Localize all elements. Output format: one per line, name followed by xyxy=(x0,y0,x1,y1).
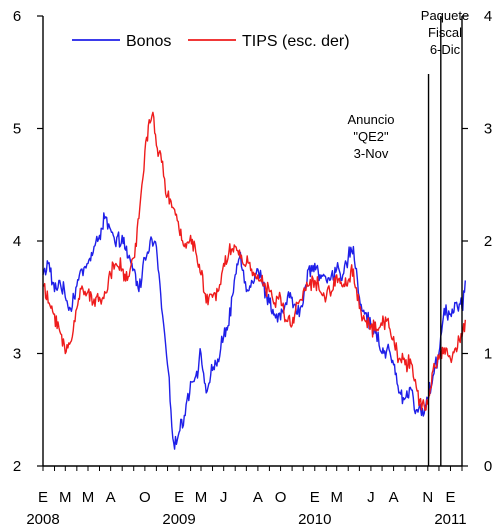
legend: Bonos TIPS (esc. der) xyxy=(72,33,350,50)
x-month-label: O xyxy=(139,489,151,506)
y-right-tick-label: 1 xyxy=(484,346,492,363)
y-left-tick-label: 5 xyxy=(13,121,21,138)
legend-label-tips: TIPS (esc. der) xyxy=(242,33,350,50)
y-right-tick-label: 3 xyxy=(484,121,492,138)
x-month-label: E xyxy=(174,489,184,506)
x-year-label: 2010 xyxy=(298,511,331,528)
x-year-label: 2009 xyxy=(162,511,195,528)
series-line-tips xyxy=(42,111,466,411)
annotation-lines xyxy=(427,16,442,466)
x-month-label: E xyxy=(445,489,455,506)
series-line-bonos xyxy=(42,212,466,450)
y-left-tick-label: 2 xyxy=(13,458,21,475)
annotation-text-fiscal: 6-Dic xyxy=(430,42,461,57)
annotation-text-qe2: "QE2" xyxy=(353,129,389,144)
annotation-text-fiscal: Fiscal xyxy=(428,25,462,40)
annotation-text-qe2: 3-Nov xyxy=(354,146,389,161)
x-month-label: E xyxy=(310,489,320,506)
annotation-text-qe2: Anuncio xyxy=(348,112,395,127)
annotation-text-fiscal: Paquete xyxy=(421,8,469,23)
x-month-label: A xyxy=(253,489,263,506)
y-right-tick-label: 2 xyxy=(484,233,492,250)
x-month-label: M xyxy=(195,489,208,506)
series-group xyxy=(42,111,466,450)
y-left-tick-label: 3 xyxy=(13,346,21,363)
x-year-label: 2008 xyxy=(26,511,59,528)
x-month-label: J xyxy=(220,489,228,506)
x-month-label: M xyxy=(82,489,95,506)
x-month-label: A xyxy=(106,489,116,506)
x-year-label: 2011 xyxy=(434,511,466,528)
x-month-label: M xyxy=(330,489,343,506)
y-right-tick-label: 0 xyxy=(484,458,492,475)
y-left-tick-label: 6 xyxy=(13,8,21,25)
legend-label-bonos: Bonos xyxy=(126,33,171,50)
y-left-tick-label: 4 xyxy=(13,233,21,250)
x-month-label: A xyxy=(389,489,399,506)
x-month-label: E xyxy=(38,489,48,506)
x-month-label: J xyxy=(367,489,375,506)
x-month-label: M xyxy=(59,489,72,506)
y-right-tick-label: 4 xyxy=(484,8,492,25)
x-month-label: N xyxy=(422,489,433,506)
x-month-label: O xyxy=(275,489,287,506)
annotation-texts: Anuncio "QE2" 3-Nov Paquete Fiscal 6-Dic xyxy=(348,8,470,161)
